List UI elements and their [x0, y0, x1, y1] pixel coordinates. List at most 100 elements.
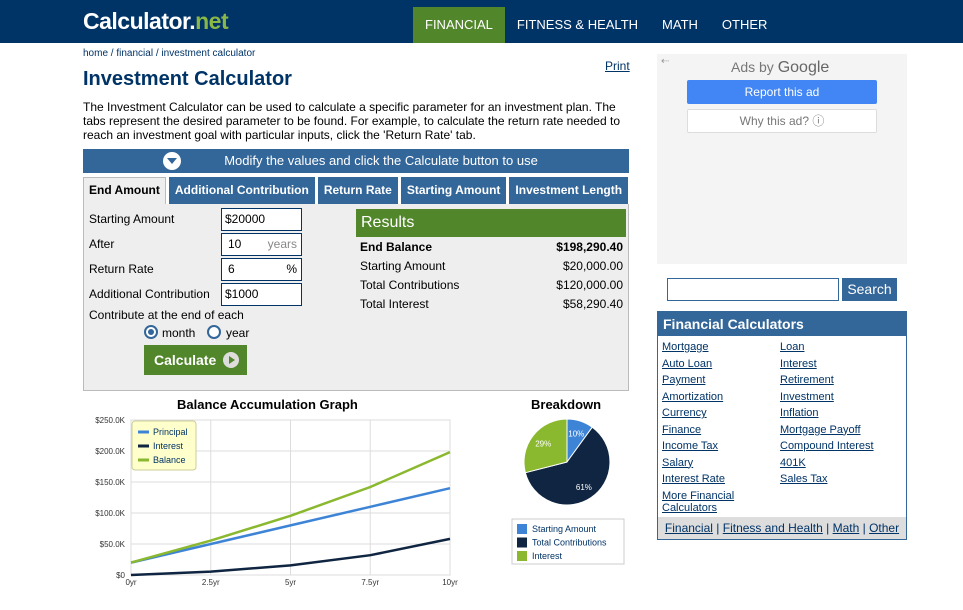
- nav-financial[interactable]: FINANCIAL: [413, 7, 505, 43]
- additional-contribution-label: Additional Contribution: [89, 287, 210, 301]
- main-nav: FINANCIAL FITNESS & HEALTH MATH OTHER: [413, 7, 779, 43]
- footer-fitness-link[interactable]: Fitness and Health: [722, 521, 823, 535]
- legend-label: Starting Amount: [532, 524, 597, 534]
- calc-link-amortization[interactable]: Amortization: [662, 390, 724, 403]
- calc-link-investment[interactable]: Investment: [780, 390, 834, 403]
- calc-link-mortgage[interactable]: Mortgage: [662, 341, 709, 353]
- pie-slice-label: 10%: [568, 429, 584, 438]
- legend-label: Total Contributions: [532, 538, 607, 548]
- page-title: Investment Calculator: [83, 68, 292, 90]
- result-end-balance: End Balance $198,290.40: [360, 240, 623, 254]
- calc-link-income-tax[interactable]: Income Tax: [662, 440, 719, 452]
- calc-link-401k[interactable]: 401K: [780, 456, 806, 469]
- calc-link-interest-rate[interactable]: Interest Rate: [662, 473, 725, 485]
- legend-swatch: [517, 524, 527, 534]
- result-total-interest: Total Interest $58,290.40: [360, 297, 623, 311]
- x-tick-label: 5yr: [285, 578, 296, 587]
- pie-slice-label: 61%: [576, 483, 592, 492]
- radio-year[interactable]: [207, 325, 221, 339]
- x-tick-label: 2.5yr: [202, 578, 220, 587]
- graph-title: Balance Accumulation Graph: [177, 397, 358, 412]
- calc-link-payment[interactable]: Payment: [662, 374, 706, 386]
- calc-link-retirement[interactable]: Retirement: [780, 374, 834, 386]
- starting-amount-label: Starting Amount: [89, 212, 175, 226]
- x-tick-label: 0yr: [125, 578, 136, 587]
- calc-link-sales-tax[interactable]: Sales Tax: [780, 473, 828, 485]
- series-line-balance: [130, 450, 451, 564]
- result-total-contributions: Total Contributions $120,000.00: [360, 278, 623, 292]
- legend-swatch: [517, 537, 527, 548]
- search-input[interactable]: [667, 278, 839, 301]
- series-line-interest: [130, 537, 451, 577]
- nav-fitness-health[interactable]: FITNESS & HEALTH: [516, 17, 639, 32]
- calc-link-currency[interactable]: Currency: [662, 407, 707, 419]
- footer-other-link[interactable]: Other: [869, 521, 900, 535]
- pie-slice-total-contributions: [524, 426, 611, 506]
- site-logo[interactable]: Calculator.net: [83, 8, 229, 34]
- contribute-label: Contribute at the end of each: [89, 308, 244, 322]
- breakdown-pie-chart: 10% 61% 29% Starting Amount Total Contributi…: [511, 418, 625, 565]
- breadcrumb-current[interactable]: investment calculator: [161, 48, 256, 59]
- starting-amount-input[interactable]: $20000: [221, 208, 302, 231]
- additional-contribution-input[interactable]: $1000: [221, 283, 302, 306]
- result-starting-amount: Starting Amount $20,000.00: [360, 259, 623, 273]
- y-tick-label: $50.0K: [100, 540, 126, 549]
- report-ad-button[interactable]: Report this ad: [687, 80, 877, 104]
- calc-link-more-financial-calculators[interactable]: More Financial Calculators: [662, 489, 735, 514]
- search-button[interactable]: Search: [842, 278, 897, 301]
- return-rate-input[interactable]: 6%: [221, 258, 302, 281]
- radio-month[interactable]: [144, 325, 158, 339]
- legend-label: Interest: [153, 441, 184, 451]
- intro-text: The Investment Calculator can be used to…: [83, 100, 620, 142]
- series-line-principal: [130, 486, 451, 564]
- nav-other[interactable]: OTHER: [721, 17, 768, 32]
- breakdown-title: Breakdown: [531, 397, 602, 412]
- y-tick-label: $0: [116, 571, 125, 580]
- x-tick-label: 7.5yr: [361, 578, 379, 587]
- breadcrumb-home[interactable]: home: [83, 48, 109, 59]
- calc-link-mortgage-payoff[interactable]: Mortgage Payoff: [780, 423, 861, 436]
- legend-label: Principal: [153, 427, 188, 437]
- tab-investment-length[interactable]: Investment Length: [509, 177, 629, 204]
- month-option-label[interactable]: month: [162, 326, 196, 340]
- why-this-ad-button[interactable]: Why this ad? ⓘ: [687, 109, 877, 133]
- ad-panel: ⇠ Ads by Google Report this ad Why this …: [657, 54, 907, 264]
- footer-math-link[interactable]: Math: [832, 521, 860, 535]
- years-input[interactable]: 10 years: [221, 233, 302, 256]
- pie-legend: [511, 518, 625, 565]
- legend-swatch: [517, 551, 527, 561]
- calc-link-salary[interactable]: Salary: [662, 456, 694, 469]
- legend-label: Interest: [532, 551, 563, 561]
- calculator-tabs: End Amount Additional Contribution Retur…: [83, 177, 631, 204]
- y-tick-label: $250.0K: [95, 416, 125, 425]
- category-footer: Financial | Fitness and Health | Math | …: [658, 517, 906, 539]
- tab-starting-amount[interactable]: Starting Amount: [400, 177, 507, 204]
- calc-link-finance[interactable]: Finance: [662, 423, 702, 436]
- financial-calculators-box: Financial Calculators Mortgage Auto Loan P…: [657, 311, 907, 540]
- tab-additional-contribution[interactable]: Additional Contribution: [168, 177, 315, 204]
- pie-slice-label: 29%: [535, 440, 551, 449]
- back-arrow-icon[interactable]: ⇠: [661, 56, 670, 67]
- print-link[interactable]: Print: [605, 59, 630, 73]
- calc-link-compound-interest[interactable]: Compound Interest: [780, 440, 874, 452]
- breadcrumb: home / financial / investment calculator: [83, 48, 256, 59]
- nav-math[interactable]: MATH: [662, 17, 698, 32]
- chevron-down-icon[interactable]: [163, 152, 181, 170]
- y-tick-label: $100.0K: [95, 509, 125, 518]
- results-heading: Results: [356, 209, 626, 237]
- year-option-label[interactable]: year: [226, 326, 250, 340]
- calc-link-inflation[interactable]: Inflation: [780, 407, 819, 419]
- breadcrumb-financial[interactable]: financial: [116, 48, 154, 59]
- tab-return-rate[interactable]: Return Rate: [317, 177, 398, 204]
- return-rate-label: Return Rate: [89, 262, 154, 276]
- tab-end-amount[interactable]: End Amount: [83, 177, 166, 204]
- play-icon: [223, 352, 239, 368]
- ads-by-google: Ads by Google: [731, 59, 830, 76]
- y-tick-label: $200.0K: [95, 447, 125, 456]
- footer-financial-link[interactable]: Financial: [664, 521, 713, 535]
- calculate-button[interactable]: Calculate: [144, 345, 247, 375]
- after-label: After: [89, 237, 115, 251]
- calc-link-interest[interactable]: Interest: [780, 357, 817, 370]
- calc-link-loan[interactable]: Loan: [780, 341, 805, 353]
- calc-link-auto-loan[interactable]: Auto Loan: [662, 357, 713, 370]
